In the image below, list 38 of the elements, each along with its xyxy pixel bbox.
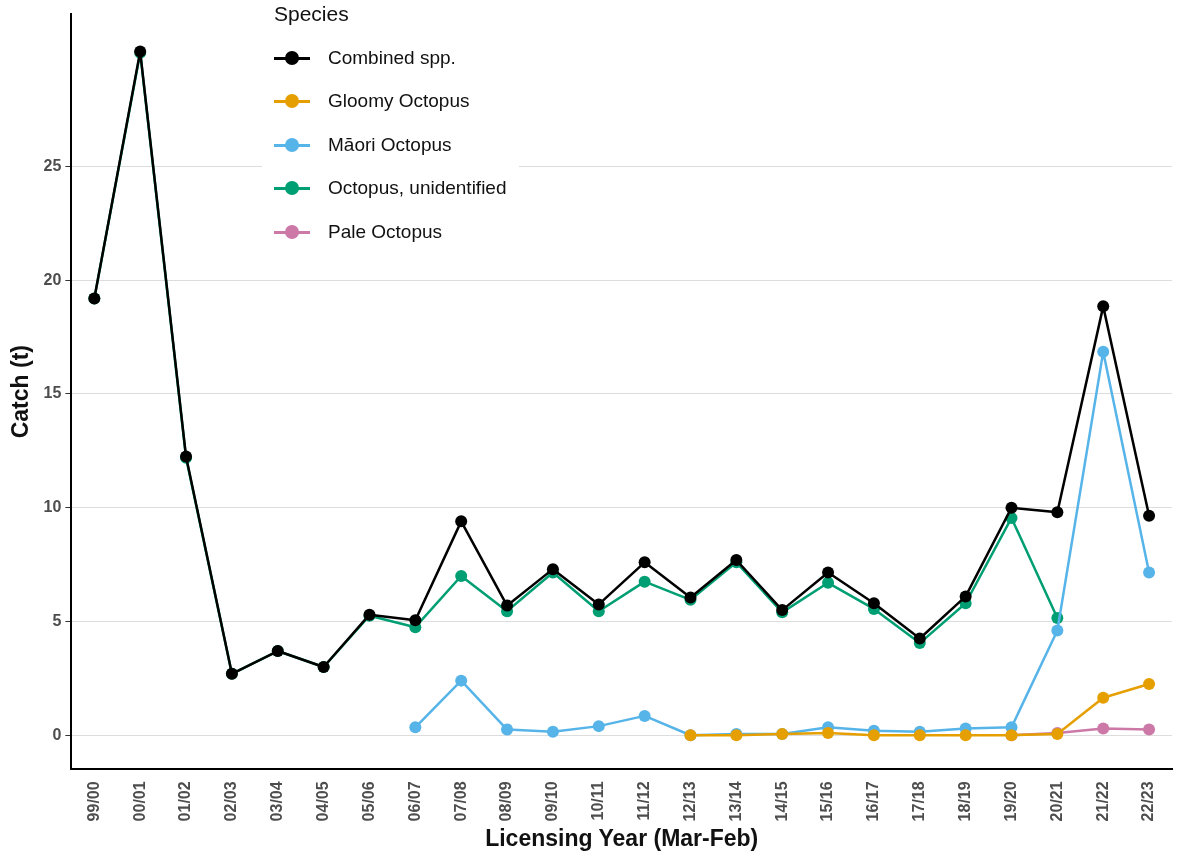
x-tick-label: 09/10 bbox=[543, 781, 561, 822]
y-tick-label: 15 bbox=[43, 384, 62, 402]
legend-label: Octopus, unidentified bbox=[328, 177, 507, 200]
y-tick-label: 25 bbox=[43, 156, 62, 174]
x-tick-label: 03/04 bbox=[268, 781, 286, 822]
y-tick-label: 10 bbox=[43, 498, 62, 516]
x-tick-label: 17/18 bbox=[910, 781, 928, 822]
y-axis-title: Catch (t) bbox=[7, 345, 34, 439]
legend-label: Combined spp. bbox=[328, 46, 456, 69]
x-tick-label: 19/20 bbox=[1001, 781, 1019, 822]
x-axis-title: Licensing Year (Mar-Feb) bbox=[485, 824, 759, 851]
x-tick-label: 08/09 bbox=[497, 781, 515, 822]
legend-label: Māori Octopus bbox=[328, 133, 452, 156]
x-tick-label: 05/06 bbox=[359, 781, 377, 822]
legend-label: Gloomy Octopus bbox=[328, 90, 470, 113]
x-tick-label: 06/07 bbox=[405, 781, 423, 822]
x-tick-label: 10/11 bbox=[589, 781, 607, 821]
x-tick-label: 21/22 bbox=[1093, 781, 1111, 822]
x-tick-label: 13/14 bbox=[726, 781, 744, 822]
x-tick-label: 07/08 bbox=[451, 781, 469, 822]
legend-label: Pale Octopus bbox=[328, 220, 443, 243]
x-tick-label: 18/19 bbox=[956, 781, 974, 822]
x-tick-label: 12/13 bbox=[680, 781, 698, 822]
y-tick-label: 0 bbox=[52, 725, 62, 743]
y-tick-label: 20 bbox=[43, 270, 62, 288]
x-tick-label: 14/15 bbox=[772, 781, 790, 822]
x-tick-label: 04/05 bbox=[314, 781, 332, 822]
x-tick-label: 22/23 bbox=[1139, 781, 1157, 822]
x-tick-label: 11/12 bbox=[635, 781, 653, 821]
x-tick-label: 00/01 bbox=[130, 781, 148, 822]
legend-title: Species bbox=[274, 2, 350, 26]
y-tick-label: 5 bbox=[52, 611, 62, 629]
x-tick-label: 20/21 bbox=[1047, 781, 1065, 822]
x-tick-label: 16/17 bbox=[864, 781, 882, 822]
x-tick-label: 02/03 bbox=[222, 781, 240, 822]
x-tick-label: 15/16 bbox=[818, 781, 836, 822]
x-tick-label: 01/02 bbox=[176, 781, 194, 822]
x-tick-label: 99/00 bbox=[84, 781, 102, 822]
